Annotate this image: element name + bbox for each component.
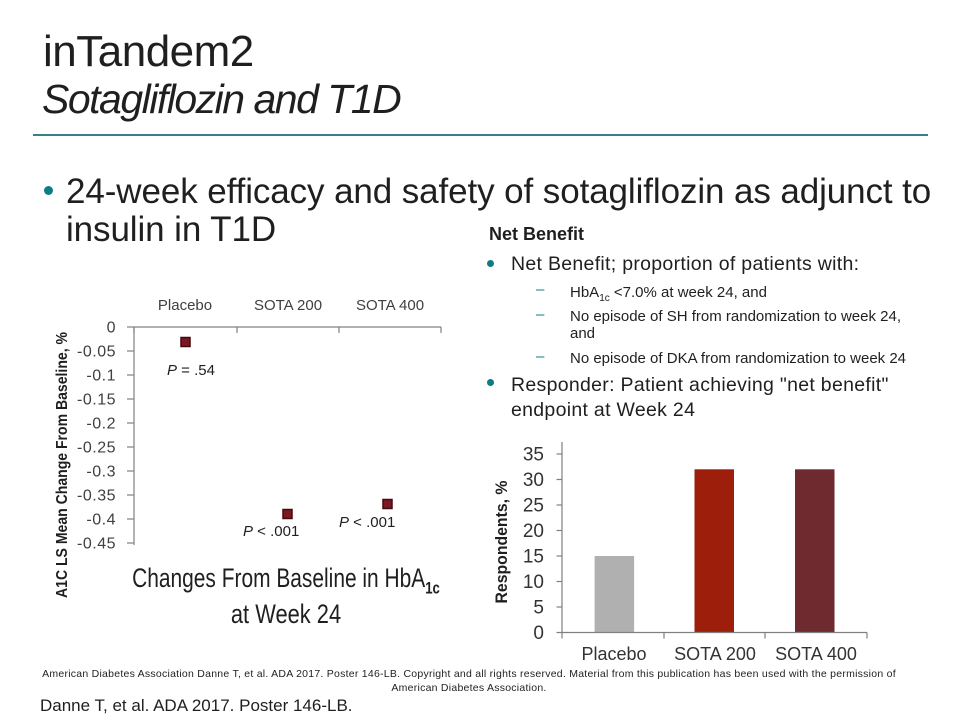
svg-text:0: 0 xyxy=(533,623,544,644)
svg-text:Placebo: Placebo xyxy=(158,297,212,314)
svg-text:30: 30 xyxy=(523,470,544,491)
svg-text:P < .001: P < .001 xyxy=(339,514,395,531)
svg-text:10: 10 xyxy=(523,572,544,593)
svg-text:-0.45: -0.45 xyxy=(77,536,116,553)
svg-text:35: 35 xyxy=(523,445,544,466)
svg-text:SOTA 200: SOTA 200 xyxy=(674,644,756,664)
svg-text:Respondents, %: Respondents, % xyxy=(492,481,511,604)
svg-text:Placebo: Placebo xyxy=(581,644,646,664)
svg-text:15: 15 xyxy=(523,547,544,568)
svg-text:20: 20 xyxy=(523,521,544,542)
svg-text:P < .001: P < .001 xyxy=(243,523,299,540)
svg-text:A1C LS Mean Change From Baseli: A1C LS Mean Change From Baseline, % xyxy=(54,332,71,598)
svg-text:SOTA 400: SOTA 400 xyxy=(356,297,424,314)
svg-text:0: 0 xyxy=(107,320,116,337)
svg-text:5: 5 xyxy=(533,598,544,619)
svg-text:P = .54: P = .54 xyxy=(167,362,215,379)
svg-text:-0.15: -0.15 xyxy=(77,392,116,409)
svg-text:-0.1: -0.1 xyxy=(86,368,116,385)
svg-text:SOTA 400: SOTA 400 xyxy=(775,644,857,664)
svg-text:-0.3: -0.3 xyxy=(86,464,116,481)
svg-text:-0.2: -0.2 xyxy=(86,416,116,433)
svg-text:-0.35: -0.35 xyxy=(77,488,116,505)
svg-text:-0.05: -0.05 xyxy=(77,344,116,361)
svg-text:25: 25 xyxy=(523,496,544,517)
svg-text:-0.25: -0.25 xyxy=(77,440,116,457)
svg-text:SOTA 200: SOTA 200 xyxy=(254,297,322,314)
svg-text:-0.4: -0.4 xyxy=(86,512,116,529)
